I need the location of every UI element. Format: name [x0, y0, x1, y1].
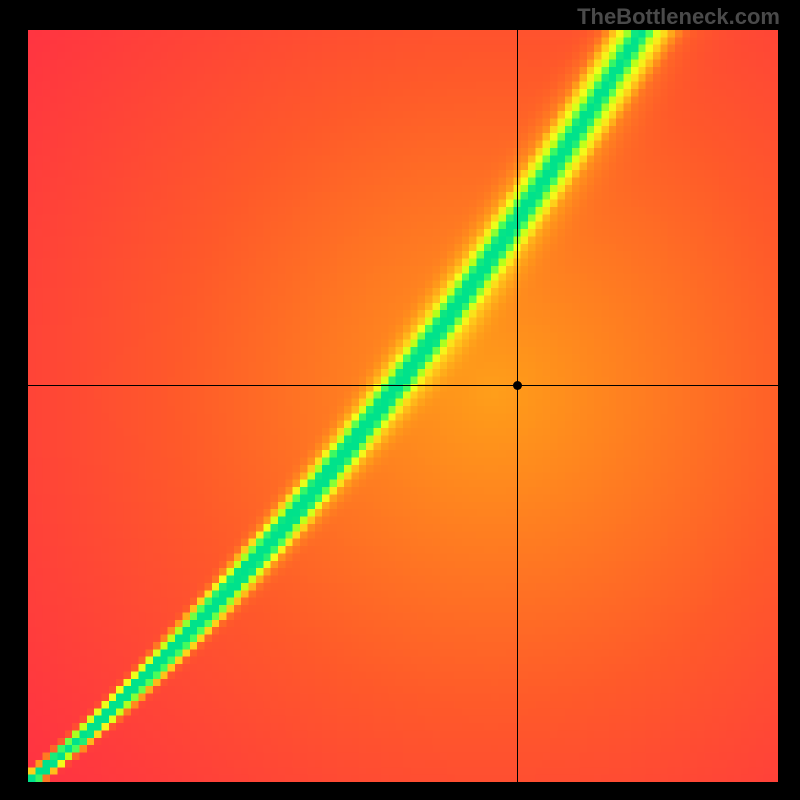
chart-container: TheBottleneck.com	[0, 0, 800, 800]
bottleneck-heatmap	[28, 30, 778, 782]
crosshair-horizontal	[28, 385, 778, 386]
crosshair-vertical	[517, 30, 518, 782]
watermark-text: TheBottleneck.com	[577, 4, 780, 30]
